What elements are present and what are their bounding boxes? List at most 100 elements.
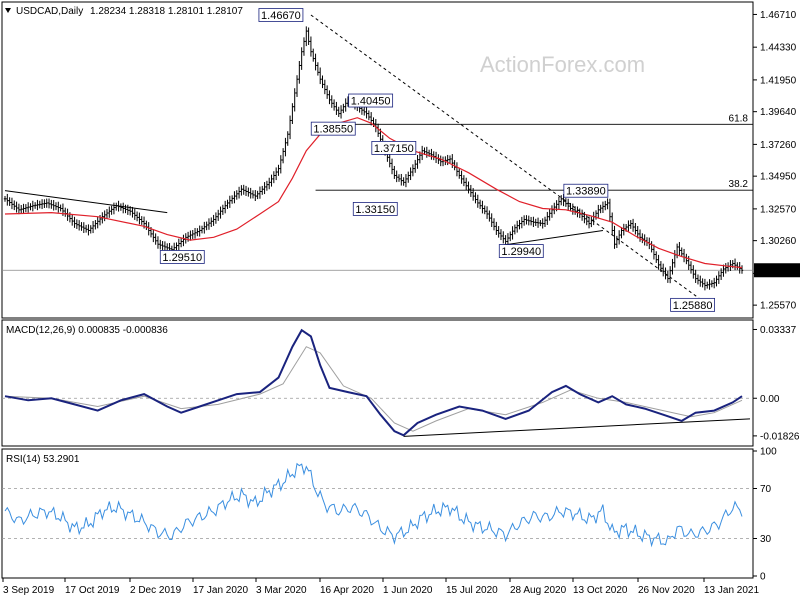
ohlc-bar [43,199,46,208]
ohlc-bar [407,171,410,183]
ohlc-bar [321,75,324,89]
ohlc-bar [52,200,55,211]
ohlc-bar [504,235,507,246]
ohlc-bar [31,200,35,212]
ohlc-bar [110,205,113,215]
price-level-box [310,121,356,136]
ohlc-bar [156,236,160,249]
ohlc-bar [226,199,229,209]
ohlc-bar [492,218,496,231]
price-level-label: 1.38550 [310,121,356,136]
macd-panel-frame [1,319,754,447]
macd-trendline [403,418,751,437]
ohlc-bar [534,218,537,226]
ohlc-bar [599,204,602,214]
ohlc-bar [270,174,273,187]
price-level-label: 1.29940 [498,244,544,258]
ohlc-bar [295,75,299,97]
ohlc-bar [105,209,109,219]
ohlc-bar [3,195,7,202]
rsi-axis-label: 30 [760,534,772,545]
ohlc-bar [689,261,693,274]
ohlc-bar [124,204,127,214]
ohlc-bar [38,200,41,209]
rsi-axis-label: 0 [760,572,766,583]
ohlc-bar [620,227,623,239]
ohlc-bar [82,222,85,234]
ohlc-bar [597,204,600,219]
price-axis-label: 1.30260 [760,236,797,247]
time-axis-label: 26 Nov 2020 [638,585,695,596]
ohlc-bar [529,216,533,226]
time-axis-label: 1 Jun 2020 [383,585,433,596]
ohlc-bar [57,201,60,213]
ohlc-bar [219,206,222,219]
ohlc-bar [300,47,303,70]
ohlc-bar [446,154,449,166]
ohlc-bar [59,204,62,212]
ohlc-bar [249,187,252,199]
ohlc-bar [606,198,609,210]
ohlc-bar [177,238,181,251]
price-level-label: 1.29510 [159,250,205,264]
ohlc-bar [560,195,563,206]
ohlc-bar [520,216,524,229]
ohlc-bar [724,263,727,274]
ohlc-bar [585,214,588,226]
macd-plot [2,328,753,437]
ohlc-bar [196,228,199,237]
ohlc-bar [722,264,725,277]
price-level-label: 1.33890 [563,183,609,198]
dashed-trendline [310,14,703,302]
price-level-box [352,202,398,216]
price-level-text: 1.29510 [162,252,202,264]
ohlc-bar [293,88,296,112]
macd-axis-label: 0.03337 [760,325,797,336]
ohlc-bar [332,99,336,111]
ohlc-bar [89,225,92,234]
ohlc-bar [140,216,143,225]
ohlc-bar [108,206,111,218]
ohlc-bar [94,220,97,230]
ohlc-bar [671,258,674,275]
price-level-label: 1.25880 [670,297,716,312]
ohlc-bar [91,220,95,234]
ohlc-bar [460,170,463,184]
price-level-text: 1.29940 [501,246,541,258]
time-axis-label: 3 Mar 2020 [256,585,307,596]
ohlc-bar [439,155,442,167]
ohlc-bar [629,220,632,229]
price-axis-label: 1.34950 [760,172,797,183]
ohlc-bar [203,221,206,234]
ohlc-bar [638,229,642,242]
ohlc-bar [237,186,241,199]
time-axis-label: 13 Jan 2021 [704,585,759,596]
ohlc-bar [256,190,259,200]
ohlc-bar [103,210,106,222]
time-axis-label: 17 Jan 2020 [193,585,248,596]
ohlc-bar [719,268,723,280]
ohlc-bar [536,217,540,228]
ohlc-bar [126,204,130,215]
ohlc-bar [182,234,185,247]
ohlc-bar [71,213,74,226]
ohlc-bar [513,224,517,235]
ohlc-bar [657,254,660,270]
ohlc-bar [490,213,493,227]
ohlc-bar [652,244,656,260]
ohlc-bar [363,106,366,116]
ohlc-bar [541,218,544,229]
price-panel-frame [1,1,754,319]
ohlc-bar [281,148,285,164]
ohlc-bar [47,198,51,209]
ohlc-bar [135,211,139,222]
ohlc-bar [214,212,218,224]
ohlc-bar [522,215,526,226]
ohlc-bar [328,90,331,105]
ohlc-bar [668,266,672,284]
ohlc-values: 1.28234 1.28318 1.28101 1.28107 [90,6,243,17]
ohlc-bar [133,208,136,220]
price-axis-label: 1.44330 [760,43,797,54]
